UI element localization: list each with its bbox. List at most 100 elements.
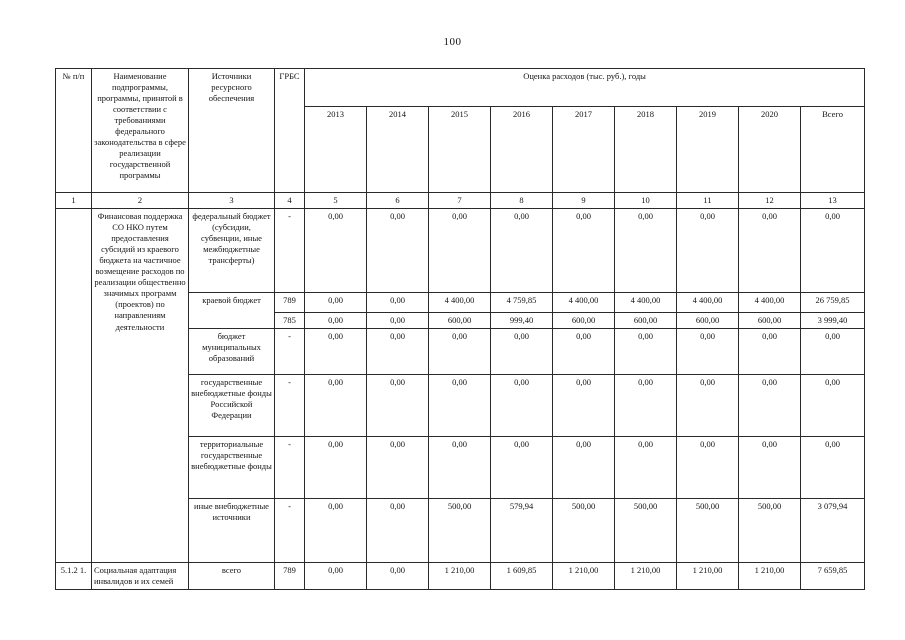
value-cell: 600,00 bbox=[428, 312, 491, 330]
value-cell: 0,00 bbox=[799, 436, 866, 500]
table-row: Финансовая поддержка СО НКО путем предос… bbox=[55, 208, 866, 564]
value-cell: 26 759,85 bbox=[799, 292, 866, 314]
value-cell: 0,00 bbox=[366, 312, 429, 330]
value-cell: 0,00 bbox=[304, 374, 367, 438]
value-cell: 1 210,00 bbox=[552, 562, 615, 591]
value-cell: 4 400,00 bbox=[614, 292, 677, 314]
value-cell: 0,00 bbox=[490, 208, 553, 294]
grbs-cell: 785 bbox=[274, 312, 305, 330]
value-cell: 0,00 bbox=[304, 436, 367, 500]
source-cell: государственные внебюджетные фонды Росси… bbox=[188, 374, 275, 438]
value-cell: 500,00 bbox=[614, 498, 677, 564]
value-cell: 500,00 bbox=[676, 498, 739, 564]
year-header: 2020 bbox=[738, 106, 801, 193]
col-number: 4 bbox=[274, 191, 305, 210]
value-cell: 600,00 bbox=[738, 312, 801, 330]
value-cell: 4 400,00 bbox=[738, 292, 801, 314]
value-cell: 0,00 bbox=[799, 328, 866, 376]
col-number: 10 bbox=[614, 191, 677, 210]
col-header-source: Источники ресурсного обеспечения bbox=[188, 68, 275, 193]
value-cell: 0,00 bbox=[428, 328, 491, 376]
value-cell: 0,00 bbox=[428, 436, 491, 500]
source-cell: иные внебюджетные источники bbox=[188, 498, 275, 564]
value-cell: 0,00 bbox=[366, 562, 429, 591]
value-cell: 0,00 bbox=[366, 328, 429, 376]
value-cell: 0,00 bbox=[366, 498, 429, 564]
value-cell: 0,00 bbox=[490, 328, 553, 376]
col-number: 13 bbox=[799, 191, 866, 210]
value-cell: 1 210,00 bbox=[428, 562, 491, 591]
value-cell: 7 659,85 bbox=[799, 562, 866, 591]
grbs-cell: - bbox=[274, 374, 305, 438]
grbs-cell: - bbox=[274, 436, 305, 500]
grbs-cell: - bbox=[274, 498, 305, 564]
value-cell: 0,00 bbox=[304, 498, 367, 564]
col-number: 11 bbox=[676, 191, 739, 210]
source-cell: всего bbox=[188, 562, 275, 591]
col-number: 9 bbox=[552, 191, 615, 210]
value-cell: 0,00 bbox=[428, 208, 491, 294]
value-cell: 1 210,00 bbox=[614, 562, 677, 591]
col-header-grbs: ГРБС bbox=[274, 68, 305, 193]
value-cell: 0,00 bbox=[366, 374, 429, 438]
value-cell: 0,00 bbox=[614, 328, 677, 376]
value-cell: 0,00 bbox=[552, 436, 615, 500]
value-cell: 3 999,40 bbox=[799, 312, 866, 330]
value-cell: 0,00 bbox=[799, 374, 866, 438]
year-header: 2019 bbox=[676, 106, 739, 193]
value-cell: 500,00 bbox=[428, 498, 491, 564]
col-number: 3 bbox=[188, 191, 275, 210]
row-num: 5.1.2 1. bbox=[55, 562, 92, 591]
value-cell: 0,00 bbox=[738, 374, 801, 438]
year-header: 2018 bbox=[614, 106, 677, 193]
value-cell: 600,00 bbox=[552, 312, 615, 330]
value-cell: 999,40 bbox=[490, 312, 553, 330]
year-header: 2016 bbox=[490, 106, 553, 193]
col-header-name: Наименование подпрограммы, программы, пр… bbox=[91, 68, 189, 193]
col-number: 7 bbox=[428, 191, 491, 210]
table-row: территориальные государственные внебюдже… bbox=[56, 436, 866, 500]
value-cell: 0,00 bbox=[428, 374, 491, 438]
value-cell: 0,00 bbox=[676, 208, 739, 294]
row-num-empty bbox=[55, 208, 92, 564]
budget-table: № п/п Наименование подпрограммы, програм… bbox=[55, 68, 866, 591]
col-number: 8 bbox=[490, 191, 553, 210]
value-cell: 600,00 bbox=[614, 312, 677, 330]
year-header: 2013 bbox=[304, 106, 367, 193]
value-cell: 0,00 bbox=[614, 374, 677, 438]
value-cell: 0,00 bbox=[676, 374, 739, 438]
table-row: краевой бюджет 789 0,00 0,00 4 400,00 4 … bbox=[56, 292, 866, 330]
value-cell: 3 079,94 bbox=[799, 498, 866, 564]
value-cell: 4 400,00 bbox=[428, 292, 491, 314]
value-cell: 500,00 bbox=[552, 498, 615, 564]
value-cell: 0,00 bbox=[738, 328, 801, 376]
value-cell: 0,00 bbox=[304, 328, 367, 376]
value-cell: 1 210,00 bbox=[738, 562, 801, 591]
value-cell: 4 759,85 bbox=[490, 292, 553, 314]
value-cell: 0,00 bbox=[366, 436, 429, 500]
value-cell: 0,00 bbox=[366, 292, 429, 314]
table-row: 1 2 3 4 5 6 7 8 9 10 11 12 13 bbox=[55, 191, 866, 210]
row-name: Социальная адаптация инвалидов и их семе… bbox=[91, 562, 189, 591]
value-cell: 0,00 bbox=[552, 208, 615, 294]
value-cell: 0,00 bbox=[304, 562, 367, 591]
table-row: 5.1.2 1. Социальная адаптация инвалидов … bbox=[55, 562, 866, 591]
col-number: 12 bbox=[738, 191, 801, 210]
value-cell: 1 609,85 bbox=[490, 562, 553, 591]
table-row: иные внебюджетные источники - 0,00 0,00 … bbox=[56, 498, 866, 564]
col-number: 1 bbox=[55, 191, 92, 210]
grbs-cell: - bbox=[274, 328, 305, 376]
value-cell: 0,00 bbox=[552, 374, 615, 438]
value-cell: 0,00 bbox=[738, 436, 801, 500]
year-header: 2017 bbox=[552, 106, 615, 193]
col-header-num: № п/п bbox=[55, 68, 92, 193]
group-name: Финансовая поддержка СО НКО путем предос… bbox=[91, 208, 189, 564]
value-cell: 1 210,00 bbox=[676, 562, 739, 591]
value-cell: 4 400,00 bbox=[676, 292, 739, 314]
year-header: 2014 bbox=[366, 106, 429, 193]
value-cell: 0,00 bbox=[304, 292, 367, 314]
grbs-cell: 789 bbox=[274, 562, 305, 591]
value-cell: 0,00 bbox=[304, 312, 367, 330]
year-header: 2015 bbox=[428, 106, 491, 193]
